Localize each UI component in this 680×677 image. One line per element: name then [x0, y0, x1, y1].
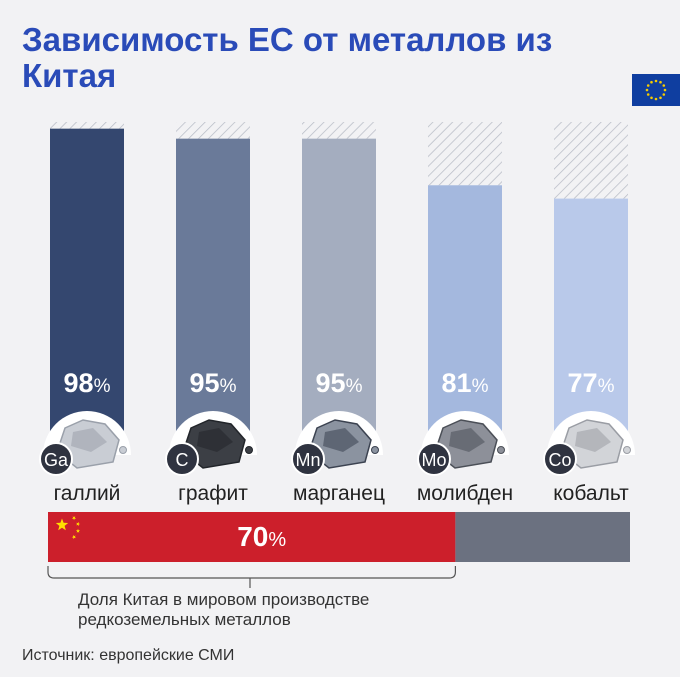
bar-remainder-hatch — [554, 122, 628, 199]
china-share-bracket — [47, 566, 456, 588]
category-label: молибден — [417, 482, 513, 505]
element-symbol-label: Co — [548, 450, 571, 470]
eu-star — [645, 88, 649, 92]
element-symbol-badge — [543, 442, 577, 476]
element-symbol-label: C — [176, 450, 189, 470]
element-symbol-badge — [291, 442, 325, 476]
element-symbol-badge — [39, 442, 73, 476]
bar-remainder-hatch — [428, 122, 502, 186]
eu-star — [646, 93, 650, 96]
value-label: 81% — [442, 368, 489, 398]
china-share-value-label: 70% — [237, 521, 286, 552]
bar-ga — [50, 128, 124, 455]
eu-star — [654, 97, 658, 101]
bar-mn — [302, 138, 376, 455]
china-share-bar — [48, 512, 456, 562]
eu-star — [659, 80, 662, 84]
element-symbol-label: Mo — [421, 450, 446, 470]
source-note: Источник: европейские СМИ — [22, 647, 235, 664]
element-symbol-badge — [417, 442, 451, 476]
element-symbol-badge — [165, 442, 199, 476]
bar-mo — [428, 185, 502, 455]
eu-star — [650, 96, 653, 100]
eu-star — [659, 96, 662, 100]
category-label: графит — [178, 482, 248, 505]
bar-remainder-hatch — [302, 122, 376, 139]
eu-star — [646, 84, 650, 87]
element-symbol-label: Ga — [44, 450, 69, 470]
china-share-note: Доля Китая в мировом производстве редкоз… — [78, 590, 458, 630]
china-flag-icon — [55, 516, 81, 540]
bar-c — [176, 138, 250, 455]
eu-flag-icon — [632, 74, 680, 106]
china-share-note-line-1: Доля Китая в мировом производстве — [78, 590, 370, 609]
eu-star — [662, 93, 666, 96]
title-line-1: Зависимость ЕС от металлов из — [22, 21, 553, 58]
title-line-2: Китая — [22, 57, 117, 94]
value-label: 95% — [316, 368, 363, 398]
category-label: кобальт — [553, 482, 629, 505]
rest-of-world-bar — [455, 512, 630, 562]
bar-remainder-hatch — [50, 122, 124, 129]
eu-star — [663, 88, 667, 92]
bar-remainder-hatch — [176, 122, 250, 139]
value-label: 98% — [64, 368, 111, 398]
eu-star — [650, 80, 653, 84]
eu-star — [654, 79, 658, 83]
category-label: галлий — [54, 482, 121, 505]
element-symbol-label: Mn — [295, 450, 320, 470]
chart-title: Зависимость ЕС от металлов из Китая — [22, 22, 602, 94]
eu-star — [662, 84, 666, 87]
value-label: 95% — [190, 368, 237, 398]
category-label: марганец — [293, 482, 385, 505]
value-label: 77% — [568, 368, 615, 398]
china-share-note-line-2: редкоземельных металлов — [78, 610, 291, 629]
